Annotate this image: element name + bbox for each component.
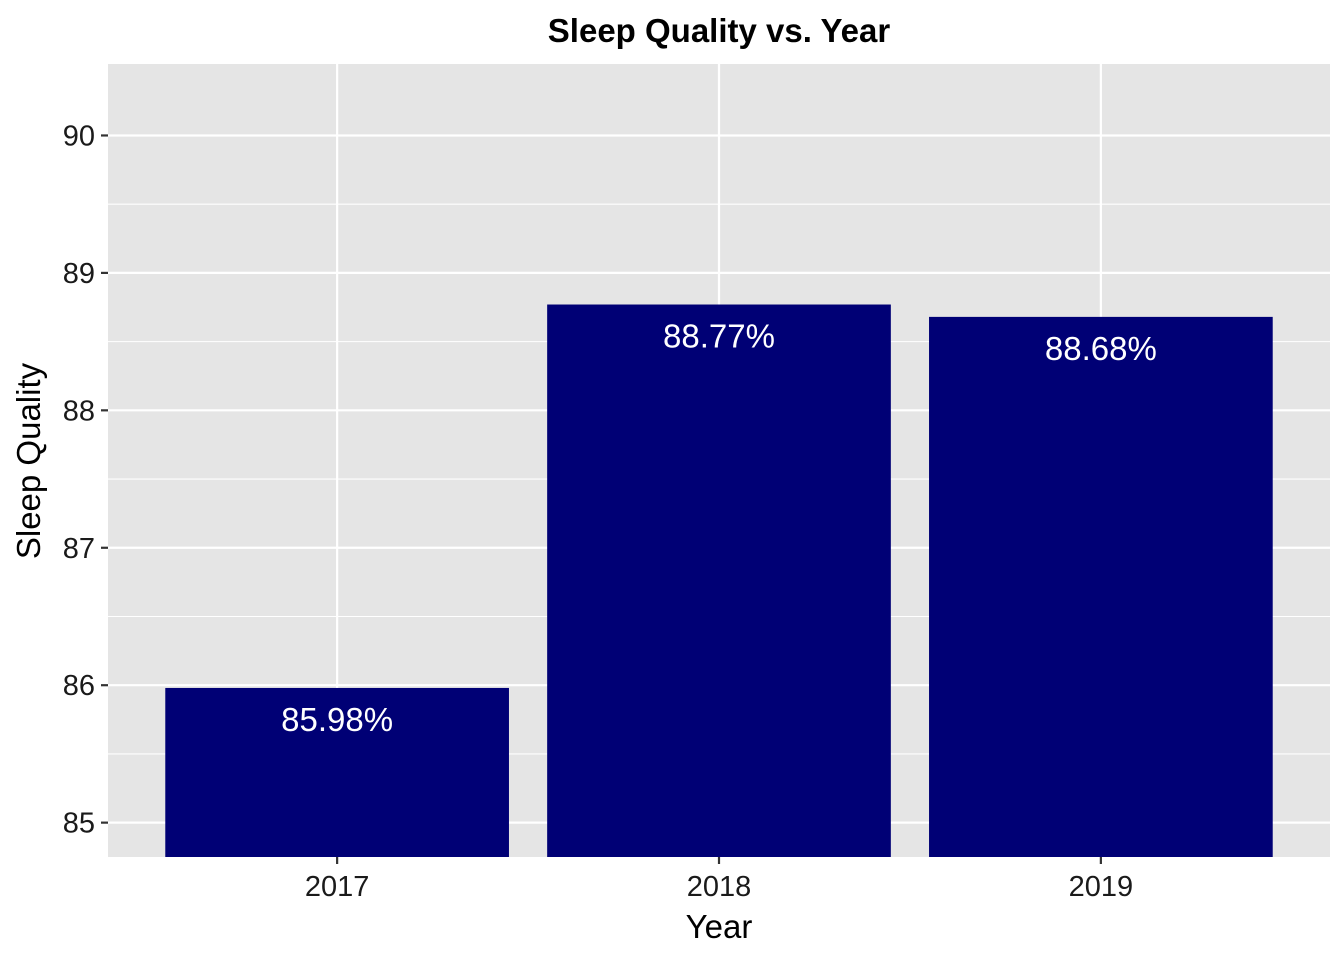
bar-2019: [929, 316, 1273, 858]
x-axis-label: Year: [686, 908, 753, 945]
bar-2017: [165, 687, 509, 857]
bar-2018: [547, 304, 891, 858]
chart-title: Sleep Quality vs. Year: [548, 12, 891, 49]
y-tick-label: 88: [63, 395, 95, 427]
y-axis-label: Sleep Quality: [10, 362, 47, 559]
y-tick-label: 89: [63, 258, 95, 290]
y-tick-label: 87: [63, 533, 95, 565]
data-label-2017: 85.98%: [281, 701, 393, 738]
y-tick-label: 85: [63, 808, 95, 840]
data-label-2018: 88.77%: [663, 318, 775, 355]
x-tick-label-2019: 2019: [1069, 871, 1134, 903]
y-tick-label: 86: [63, 670, 95, 702]
y-axis: 85 86 87 88 89 90: [63, 120, 108, 840]
x-axis: 2017 2018 2019: [305, 857, 1133, 903]
bars: [165, 304, 1273, 858]
x-tick-label-2018: 2018: [687, 871, 752, 903]
bar-labels: 85.98% 88.77% 88.68%: [281, 318, 1157, 738]
x-tick-label-2017: 2017: [305, 871, 370, 903]
y-tick-label: 90: [63, 120, 95, 152]
data-label-2019: 88.68%: [1045, 330, 1157, 367]
